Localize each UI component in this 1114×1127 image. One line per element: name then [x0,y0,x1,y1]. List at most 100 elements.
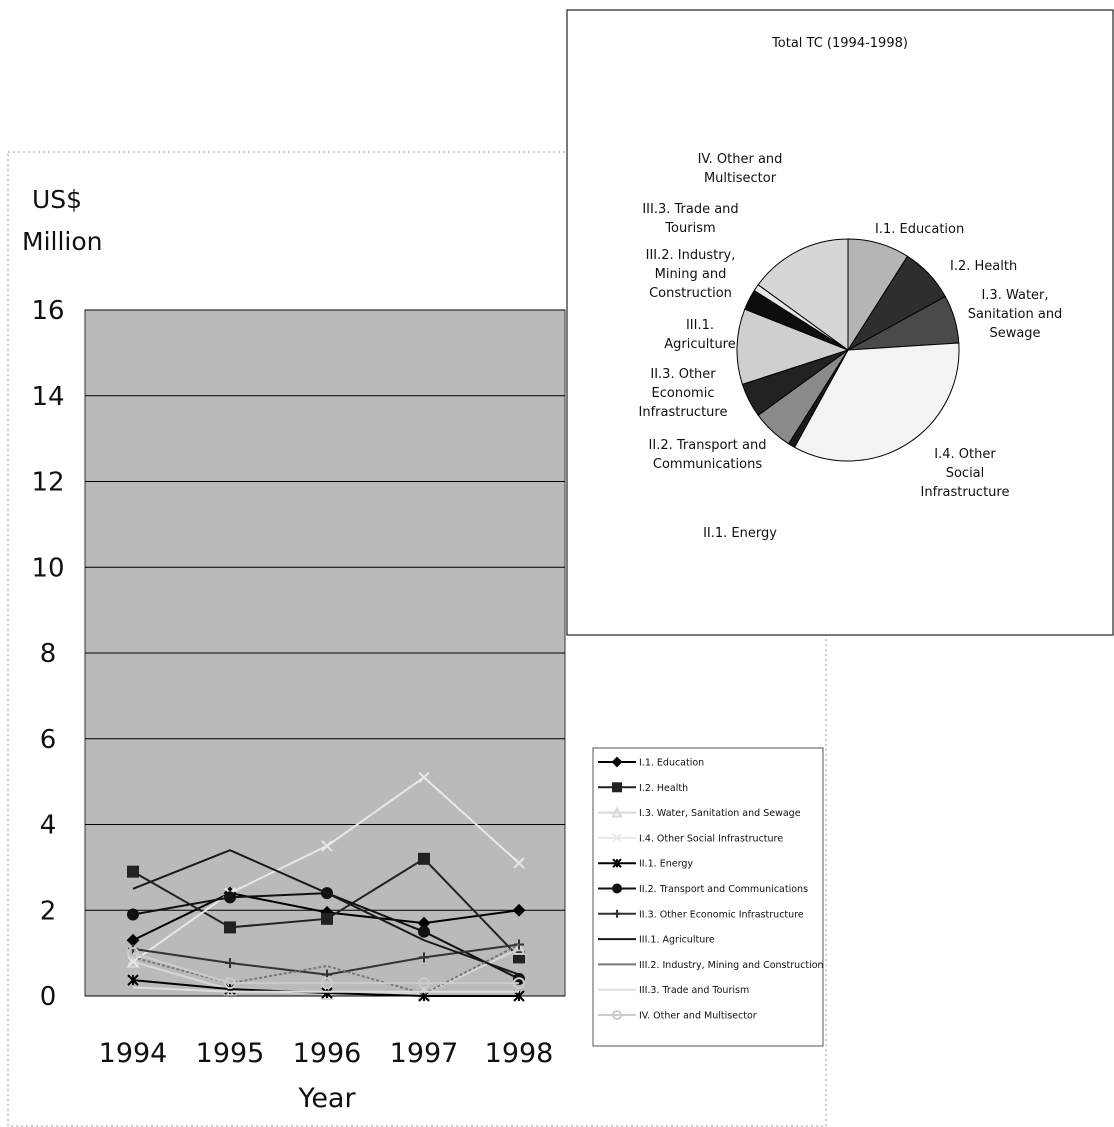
marker [224,891,236,904]
legend-item: I.4. Other Social Infrastructure [598,833,783,844]
pie-label: IV. Other and Multisector [697,152,783,186]
legend-label: II.2. Transport and Communications [639,884,808,895]
marker [127,947,139,960]
marker [513,857,525,869]
marker [321,840,333,852]
y-tick-label: 4 [40,811,57,841]
series [127,852,525,964]
pie-title: Total TC (1994-1998) [771,36,908,51]
pie-label: II.1. Energy [703,526,777,541]
marker [513,977,525,990]
y-tick-label: 8 [40,639,57,669]
marker [612,1010,622,1020]
legend-item: I.3. Water, Sanitation and Sewage [598,806,801,819]
marker [127,865,139,878]
x-tick-label: 1998 [485,1038,554,1069]
legend-label: I.4. Other Social Infrastructure [639,833,783,844]
pie-label: III.2. Industry, Mining and Construction [645,248,736,301]
marker [611,756,623,768]
series [132,943,520,995]
pie-label: III.3. Trade and Tourism [642,202,739,236]
pie-label: I.3. Water, Sanitation and Sewage [967,288,1063,341]
marker [127,908,139,921]
marker [321,987,333,999]
legend-item: I.1. Education [598,756,704,769]
y-tick-label: 12 [31,468,64,498]
legend-item: III.3. Trade and Tourism [598,985,749,996]
marker [513,951,525,964]
legend-label: III.3. Trade and Tourism [639,985,749,996]
marker [512,903,526,917]
legend-label: II.3. Other Economic Infrastructure [639,909,804,920]
marker [418,852,430,865]
x-axis-label: Year [297,1083,356,1114]
marker [612,782,622,793]
y-axis-label: US$ Million [22,185,103,256]
legend-label: I.3. Water, Sanitation and Sewage [639,808,801,819]
legend-frame [592,747,824,1047]
x-tick-label: 1995 [196,1038,265,1069]
pie-label: III.1. Agriculture [664,318,736,352]
legend-item: III.1. Agriculture [598,935,715,946]
legend-label: I.2. Health [639,783,688,794]
series-line [132,849,520,976]
marker [321,912,333,925]
legend-item: IV. Other and Multisector [598,1010,757,1022]
marker [612,858,622,868]
marker [418,925,430,938]
marker [224,921,236,934]
series-line [132,986,519,993]
pie-slice [757,238,849,351]
y-tick-label: 0 [40,982,57,1012]
series [132,986,519,993]
marker [127,955,139,968]
y-tick-label: 10 [31,553,64,583]
marker [126,954,140,968]
marker [613,909,621,918]
marker [418,771,430,784]
legend-item: II.3. Other Economic Infrastructure [598,909,804,920]
legend-item: II.1. Energy [598,858,693,870]
marker [612,883,622,894]
pie-label: I.2. Health [950,259,1018,274]
marker [321,977,333,990]
pie-label: II.2. Transport and Communications [648,438,767,472]
marker [418,977,430,990]
y-axis-label-line: US$ [32,185,82,214]
legend-item: I.2. Health [598,782,688,794]
legend-item: III.2. Industry, Mining and Construction [598,960,824,971]
pie-slice [736,308,850,385]
pie-label: I.1. Education [875,222,965,237]
marker [225,957,235,968]
legend-item: II.2. Transport and Communications [598,883,808,895]
y-tick-label: 2 [40,896,57,926]
legend-label: III.2. Industry, Mining and Construction [639,960,824,971]
legend-label: II.1. Energy [639,859,693,870]
marker [611,806,623,818]
line-chart: 0 2 4 6 8 10 12 14 16 1994 1995 1996 1997 1998 Year US$… [22,185,566,1114]
y-tick-label: 6 [40,725,57,755]
y-tick-label: 14 [31,382,64,412]
pie-label: I.4. Other Social Infrastructure [920,447,1010,500]
legend-label: IV. Other and Multisector [639,1011,757,1022]
y-axis-label-line: Million [22,227,103,256]
legend-label: I.1. Education [639,758,704,769]
series [127,947,525,990]
marker [127,974,139,986]
legend-label: III.1. Agriculture [639,935,715,946]
x-tick-label: 1996 [293,1038,362,1069]
marker [512,941,526,955]
series-line [132,952,519,985]
x-tick-label: 1997 [390,1038,459,1069]
line-frame [7,151,827,1127]
marker [419,952,429,963]
marker [612,833,622,843]
series-line [132,943,520,995]
pie-label: II.3. Other Economic Infrastructure [638,367,728,420]
series [132,849,520,976]
y-tick-label: 16 [31,296,64,326]
marker [224,977,236,990]
x-tick-label: 1994 [99,1038,168,1069]
